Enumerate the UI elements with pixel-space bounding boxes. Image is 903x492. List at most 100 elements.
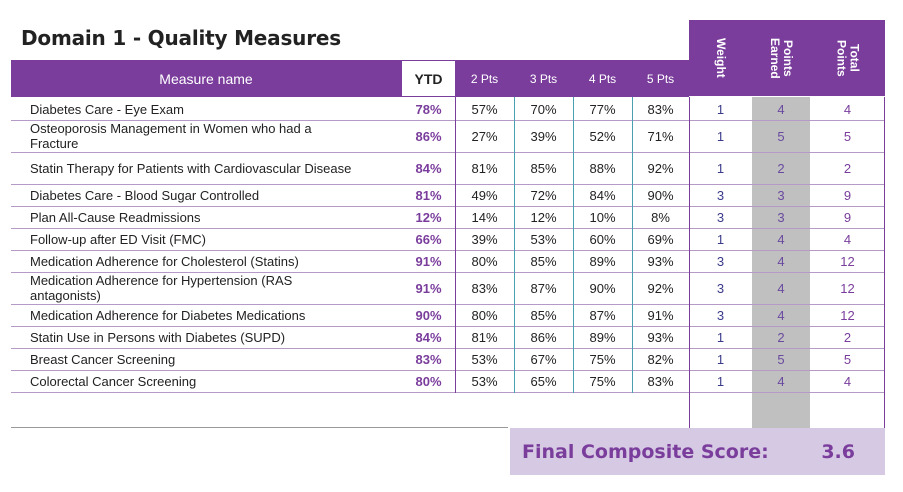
threshold-2-pts: 57% <box>471 101 498 117</box>
threshold-4-pts: 89% <box>589 329 616 345</box>
header-measure-name: Measure name <box>159 70 253 87</box>
measure-name: Diabetes Care - Eye Exam <box>30 101 184 117</box>
threshold-4-pts: 88% <box>589 160 616 176</box>
threshold-2-pts: 49% <box>471 187 498 203</box>
total-points-value: 12 <box>840 280 855 296</box>
threshold-4-pts: 87% <box>589 307 616 323</box>
row-divider <box>11 120 885 121</box>
header-total-points: Total Points <box>834 39 862 77</box>
threshold-2-pts: 81% <box>471 329 498 345</box>
row-divider <box>11 272 885 273</box>
column-divider <box>689 97 690 428</box>
row-divider <box>11 250 885 251</box>
ytd-value: 86% <box>415 128 442 144</box>
table-bottom-rule <box>11 427 508 428</box>
points-earned-value: 4 <box>777 280 785 296</box>
total-points-value: 4 <box>843 101 852 117</box>
weight-value: 1 <box>716 160 725 176</box>
ytd-value: 91% <box>415 253 442 269</box>
composite-score-label: Final Composite Score: <box>522 440 769 463</box>
composite-score-value: 3.6 <box>821 440 855 463</box>
threshold-3-pts: 86% <box>530 329 557 345</box>
threshold-5-pts: 8% <box>651 209 670 225</box>
threshold-4-pts: 77% <box>589 101 616 117</box>
ytd-value: 78% <box>415 101 442 117</box>
threshold-4-pts: 89% <box>589 253 616 269</box>
threshold-4-pts: 75% <box>589 351 616 367</box>
points-earned-value: 5 <box>777 351 785 367</box>
threshold-5-pts: 83% <box>647 101 674 117</box>
threshold-2-pts: 53% <box>471 373 498 389</box>
threshold-3-pts: 85% <box>530 253 557 269</box>
measure-name: Plan All-Cause Readmissions <box>30 209 201 225</box>
header-2-pts: 2 Pts <box>470 71 499 86</box>
total-points-value: 4 <box>843 231 852 247</box>
weight-value: 3 <box>716 307 725 323</box>
row-divider <box>11 370 885 371</box>
threshold-5-pts: 92% <box>647 160 674 176</box>
header-5-pts: 5 Pts <box>646 71 675 86</box>
threshold-3-pts: 12% <box>530 209 557 225</box>
weight-value: 3 <box>716 253 725 269</box>
table-header-band <box>11 60 689 97</box>
weight-value: 3 <box>716 209 725 225</box>
column-divider <box>455 97 456 393</box>
weight-value: 1 <box>716 231 725 247</box>
threshold-5-pts: 93% <box>647 329 674 345</box>
total-points-value: 9 <box>843 209 852 225</box>
total-points-value: 12 <box>840 307 855 323</box>
total-points-value: 4 <box>843 373 852 389</box>
weight-value: 1 <box>716 329 725 345</box>
measure-name: Follow-up after ED Visit (FMC) <box>30 231 207 247</box>
ytd-value: 91% <box>415 280 442 296</box>
threshold-3-pts: 87% <box>530 280 557 296</box>
row-divider <box>11 326 885 327</box>
threshold-4-pts: 84% <box>589 187 616 203</box>
row-divider <box>11 228 885 229</box>
column-divider <box>884 97 885 428</box>
points-earned-value: 4 <box>777 101 785 117</box>
threshold-5-pts: 83% <box>647 373 674 389</box>
threshold-2-pts: 83% <box>471 280 498 296</box>
threshold-3-pts: 65% <box>530 373 557 389</box>
total-points-value: 12 <box>840 253 855 269</box>
threshold-3-pts: 70% <box>530 101 557 117</box>
total-points-value: 5 <box>843 128 852 144</box>
row-divider <box>11 184 885 185</box>
header-4-pts: 4 Pts <box>588 71 617 86</box>
measure-name: Statin Use in Persons with Diabetes (SUP… <box>30 329 286 345</box>
threshold-3-pts: 53% <box>530 231 557 247</box>
threshold-5-pts: 93% <box>647 253 674 269</box>
ytd-value: 84% <box>415 160 442 176</box>
threshold-3-pts: 39% <box>530 128 557 144</box>
total-points-value: 9 <box>843 187 852 203</box>
header-3-pts: 3 Pts <box>529 71 558 86</box>
weight-value: 1 <box>716 101 725 117</box>
points-earned-value: 3 <box>777 187 785 203</box>
weight-value: 1 <box>716 373 725 389</box>
ytd-value: 66% <box>415 231 442 247</box>
points-earned-value: 4 <box>777 253 785 269</box>
measure-name: Breast Cancer Screening <box>30 351 176 367</box>
weight-value: 3 <box>716 187 725 203</box>
page-title: Domain 1 - Quality Measures <box>21 26 341 50</box>
measure-name: Osteoporosis Management in Women who had… <box>30 121 312 151</box>
measure-name: Statin Therapy for Patients with Cardiov… <box>30 160 352 176</box>
measure-name: Medication Adherence for Diabetes Medica… <box>30 307 306 323</box>
total-points-value: 2 <box>843 329 852 345</box>
ytd-value: 80% <box>415 373 442 389</box>
weight-value: 1 <box>716 128 725 144</box>
threshold-5-pts: 92% <box>647 280 674 296</box>
column-divider <box>632 97 633 393</box>
row-divider <box>11 206 885 207</box>
threshold-2-pts: 53% <box>471 351 498 367</box>
points-earned-value: 3 <box>777 209 785 225</box>
points-earned-value: 2 <box>777 329 785 345</box>
threshold-2-pts: 27% <box>471 128 498 144</box>
points-earned-value: 5 <box>777 128 785 144</box>
measure-name: Medication Adherence for Cholesterol (St… <box>30 253 299 269</box>
total-points-value: 2 <box>843 160 852 176</box>
row-divider <box>11 392 885 393</box>
column-divider <box>514 97 515 393</box>
weight-value: 3 <box>716 280 725 296</box>
